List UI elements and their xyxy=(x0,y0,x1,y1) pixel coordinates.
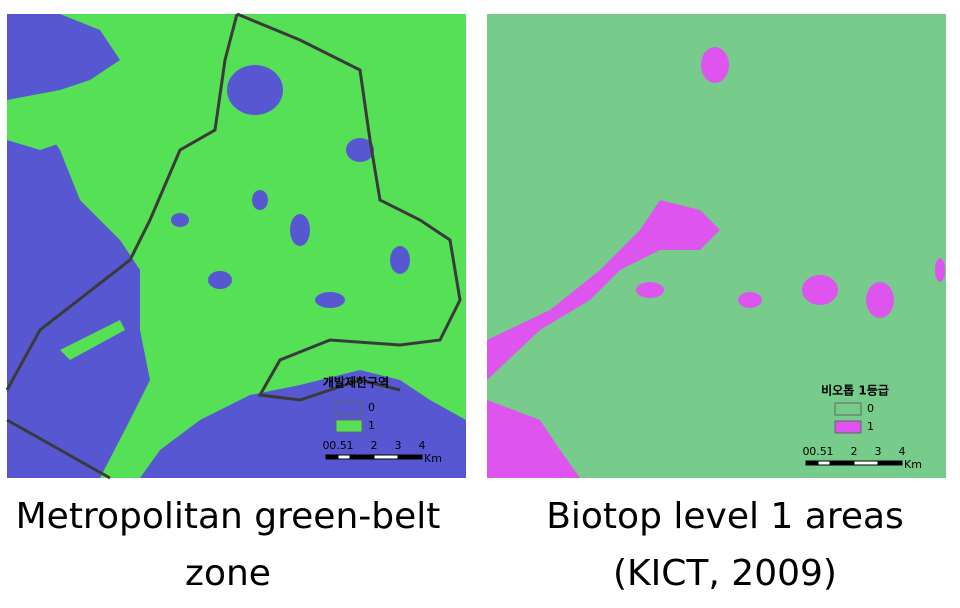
scale-label: 4 xyxy=(899,445,906,458)
scale-segment xyxy=(817,460,831,466)
scale-label: 0 xyxy=(803,445,810,458)
legend-label: 0 xyxy=(867,402,874,415)
scale-label: 2 xyxy=(851,445,858,458)
scale-segment xyxy=(349,454,375,460)
scale-label: 1 xyxy=(347,439,354,452)
scale-segment xyxy=(853,460,879,466)
scale-segment xyxy=(829,460,855,466)
caption: zone xyxy=(185,553,271,594)
scale-segment xyxy=(805,460,819,466)
legend-swatch xyxy=(834,402,862,416)
legend-title: 비오톱 1등급 xyxy=(821,383,889,398)
scale-unit: Km xyxy=(904,458,922,471)
scale-label: 2 xyxy=(371,439,378,452)
scale-segment xyxy=(337,454,351,460)
scale-segment xyxy=(397,454,423,460)
scale-segment xyxy=(877,460,903,466)
scale-segment xyxy=(373,454,399,460)
caption: Biotop level 1 areas xyxy=(546,496,904,537)
scale-label: 0.5 xyxy=(329,439,347,452)
scale-label: 0.5 xyxy=(809,445,827,458)
legend-swatch xyxy=(335,419,363,433)
legend-label: 1 xyxy=(867,420,874,433)
caption: (KICT, 2009) xyxy=(613,553,837,594)
legend-label: 0 xyxy=(368,401,375,414)
map-greenbelt xyxy=(5,12,466,480)
legend-swatch xyxy=(335,401,363,415)
scale-label: 3 xyxy=(875,445,882,458)
legend-label: 1 xyxy=(368,419,375,432)
caption: Metropolitan green-belt xyxy=(16,496,441,537)
legend-title: 개발제한구역 xyxy=(323,375,389,390)
scale-unit: Km xyxy=(424,452,442,465)
scale-label: 3 xyxy=(395,439,402,452)
scale-label: 0 xyxy=(323,439,330,452)
map-biotop xyxy=(487,14,946,478)
scale-label: 4 xyxy=(419,439,426,452)
scale-label: 1 xyxy=(827,445,834,458)
scale-segment xyxy=(325,454,339,460)
legend-swatch xyxy=(834,420,862,434)
